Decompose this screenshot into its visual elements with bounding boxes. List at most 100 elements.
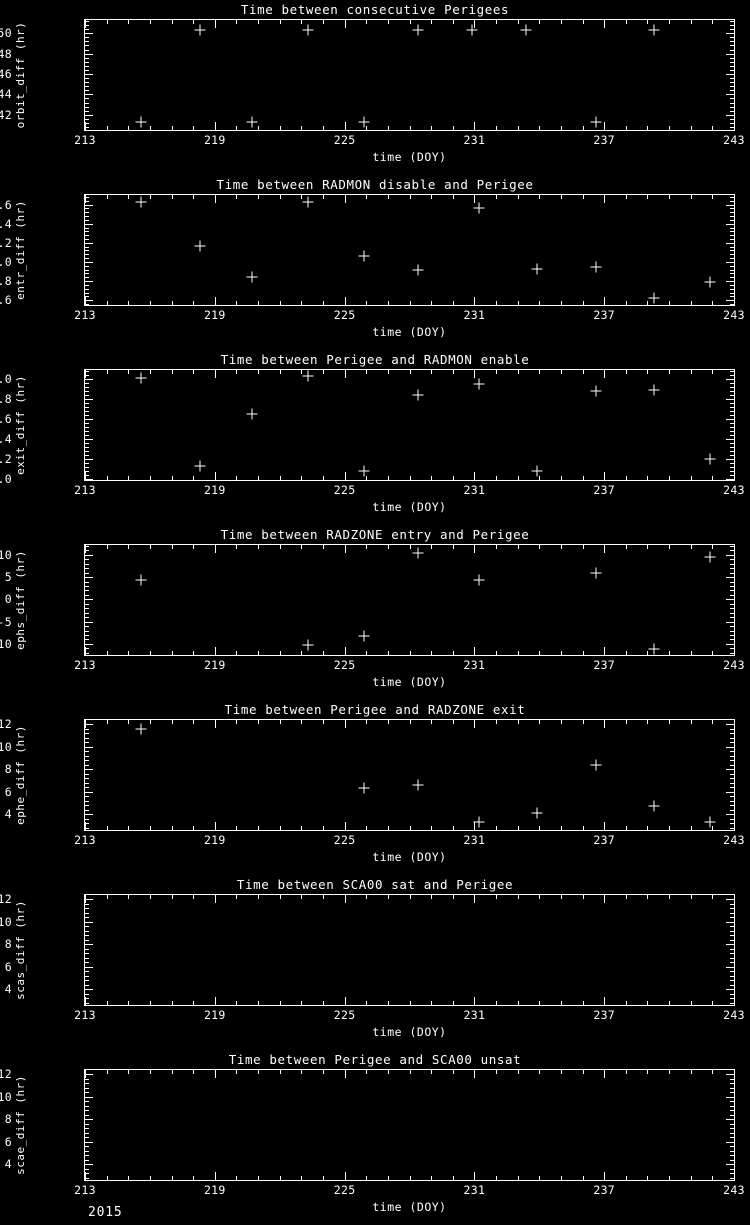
data-point-marker bbox=[473, 378, 485, 390]
x-axis-minor-tick bbox=[301, 20, 303, 24]
x-axis-tick bbox=[344, 1070, 346, 1078]
y-axis-minor-tick bbox=[730, 82, 734, 84]
x-axis-minor-tick bbox=[690, 651, 692, 655]
y-axis-minor-tick bbox=[730, 231, 734, 233]
y-axis-minor-tick bbox=[730, 648, 734, 650]
x-axis-minor-tick bbox=[409, 651, 411, 655]
x-axis-tick bbox=[85, 545, 86, 553]
chart-panel: Time between RADZONE entry and Perigee ep… bbox=[0, 525, 750, 700]
x-axis-minor-tick bbox=[279, 545, 281, 549]
x-axis-minor-tick bbox=[171, 545, 173, 549]
x-axis-minor-tick bbox=[149, 301, 151, 305]
y-axis-minor-tick bbox=[85, 984, 89, 986]
x-axis-tick bbox=[344, 822, 346, 830]
y-axis-minor-tick bbox=[730, 467, 734, 468]
panel-title: Time between RADZONE entry and Perigee bbox=[220, 527, 530, 542]
x-axis-minor-tick bbox=[366, 195, 368, 199]
x-axis-minor-tick bbox=[193, 720, 195, 724]
x-axis-minor-tick bbox=[279, 651, 281, 655]
y-axis-minor-tick bbox=[85, 246, 89, 248]
y-axis-minor-tick bbox=[730, 939, 734, 941]
data-point-marker bbox=[135, 196, 147, 208]
x-axis-tick bbox=[474, 20, 476, 28]
data-point-marker bbox=[590, 261, 602, 273]
y-tick-label: 4 bbox=[4, 982, 12, 997]
y-axis-minor-tick bbox=[85, 764, 89, 766]
x-axis-minor-tick bbox=[171, 826, 173, 830]
data-point-marker bbox=[135, 372, 147, 384]
x-axis-minor-tick bbox=[517, 545, 519, 549]
y-axis-minor-tick bbox=[730, 25, 734, 27]
y-tick-label: 7.4 bbox=[0, 432, 12, 446]
x-axis-minor-tick bbox=[387, 651, 389, 655]
x-axis-minor-tick bbox=[279, 126, 281, 130]
x-axis-minor-tick bbox=[301, 1070, 303, 1074]
x-axis-minor-tick bbox=[128, 126, 130, 130]
y-axis-minor-tick bbox=[730, 443, 734, 444]
y-axis-minor-tick bbox=[85, 467, 89, 468]
y-axis-minor-tick bbox=[730, 926, 734, 928]
x-axis-tick bbox=[604, 1172, 606, 1180]
x-tick-label: 213 bbox=[74, 1008, 96, 1022]
y-axis-minor-tick bbox=[730, 935, 734, 937]
y-axis-minor-tick bbox=[85, 1105, 89, 1107]
y-axis-tick bbox=[85, 379, 93, 380]
y-axis-minor-tick bbox=[730, 809, 734, 811]
x-axis-tick bbox=[85, 195, 86, 203]
x-axis-tick bbox=[604, 195, 606, 203]
x-axis-minor-tick bbox=[279, 720, 281, 724]
y-axis-minor-tick bbox=[85, 1132, 89, 1134]
x-axis-tick bbox=[734, 122, 735, 130]
x-axis-minor-tick bbox=[669, 195, 671, 199]
y-axis-minor-tick bbox=[730, 383, 734, 384]
x-axis-minor-tick bbox=[387, 545, 389, 549]
x-axis-minor-tick bbox=[625, 1176, 627, 1180]
y-axis-minor-tick bbox=[85, 200, 89, 202]
y-axis-tick bbox=[85, 599, 93, 601]
y-axis-tick bbox=[726, 479, 734, 480]
data-point-marker bbox=[704, 816, 716, 828]
y-axis-minor-tick bbox=[85, 980, 89, 982]
x-axis-minor-tick bbox=[431, 195, 433, 199]
x-axis-minor-tick bbox=[301, 301, 303, 305]
y-axis-label: scas_diff (hr) bbox=[14, 900, 27, 1000]
x-axis-tick bbox=[85, 720, 86, 728]
y-axis-minor-tick bbox=[85, 796, 89, 798]
x-axis-minor-tick bbox=[539, 720, 541, 724]
data-point-marker bbox=[246, 408, 258, 420]
x-axis-minor-tick bbox=[149, 895, 151, 899]
y-axis-minor-tick bbox=[85, 550, 89, 552]
x-axis-minor-tick bbox=[106, 720, 108, 724]
y-axis-tick bbox=[726, 73, 734, 75]
y-axis-minor-tick bbox=[730, 980, 734, 982]
y-axis-minor-tick bbox=[730, 61, 734, 63]
y-tick-label: 4 bbox=[4, 807, 12, 822]
y-axis-minor-tick bbox=[85, 962, 89, 964]
x-axis-minor-tick bbox=[452, 301, 454, 305]
y-tick-label: 8 bbox=[4, 937, 12, 952]
y-axis-minor-tick bbox=[85, 21, 89, 23]
x-axis-minor-tick bbox=[452, 20, 454, 24]
x-axis-minor-tick bbox=[128, 476, 130, 480]
y-axis-minor-tick bbox=[730, 106, 734, 108]
y-axis-minor-tick bbox=[730, 296, 734, 298]
y-axis-minor-tick bbox=[730, 1177, 734, 1179]
x-axis-minor-tick bbox=[366, 720, 368, 724]
y-axis-tick bbox=[726, 643, 734, 645]
y-axis-minor-tick bbox=[730, 235, 734, 237]
x-axis-minor-tick bbox=[496, 651, 498, 655]
x-axis-minor-tick bbox=[560, 126, 562, 130]
x-axis-tick bbox=[85, 472, 86, 480]
x-axis-tick bbox=[604, 822, 606, 830]
y-tick-label: 12 bbox=[0, 1067, 12, 1082]
y-axis-minor-tick bbox=[730, 1101, 734, 1103]
x-tick-label: 213 bbox=[74, 483, 96, 497]
y-axis-tick bbox=[85, 791, 93, 793]
x-axis-minor-tick bbox=[106, 195, 108, 199]
x-axis-minor-tick bbox=[387, 370, 389, 374]
x-axis-tick bbox=[474, 122, 476, 130]
x-axis-minor-tick bbox=[366, 545, 368, 549]
y-axis-minor-tick bbox=[85, 86, 89, 88]
data-point-marker bbox=[358, 250, 370, 262]
x-axis-tick bbox=[734, 895, 735, 903]
